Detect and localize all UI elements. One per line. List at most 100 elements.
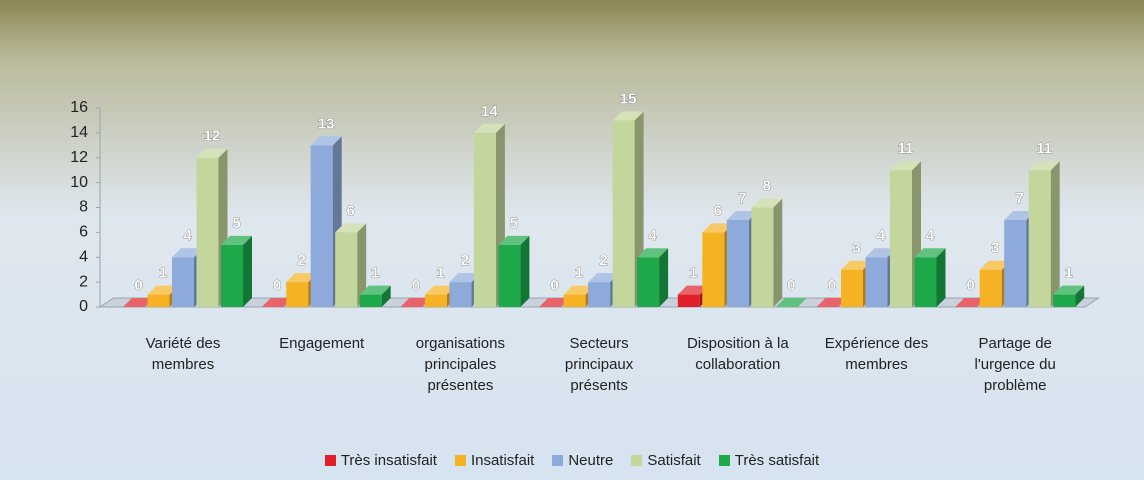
bar — [335, 223, 367, 307]
y-tick-label: 0 — [79, 298, 88, 315]
bar — [1028, 161, 1060, 307]
bar-front — [841, 269, 863, 307]
data-label: 4 — [877, 227, 886, 244]
y-tick-label: 14 — [70, 124, 88, 141]
y-tick-label: 12 — [70, 149, 88, 166]
legend-swatch — [454, 455, 466, 466]
legend-swatch — [552, 455, 564, 466]
data-label: 6 — [347, 202, 355, 219]
legend-item: Satisfait — [631, 452, 701, 469]
data-label: 2 — [461, 252, 469, 269]
x-tick-label: organisations principales présentes — [415, 335, 505, 394]
legend-swatch — [324, 455, 336, 466]
bar — [221, 235, 252, 307]
data-label: 5 — [232, 215, 240, 232]
legend-item: Très satisfait — [718, 452, 820, 469]
x-tick-label: Disposition à la collaboration — [686, 335, 789, 373]
bar-front — [588, 282, 611, 307]
data-label: 1 — [1065, 265, 1073, 282]
bar-top — [914, 248, 946, 258]
y-tick-label: 4 — [79, 248, 88, 265]
bar-top — [816, 298, 848, 307]
bar — [637, 248, 669, 307]
x-tick-label: Expérience des membres — [824, 335, 929, 373]
bar-top — [751, 198, 783, 208]
data-label: 1 — [436, 265, 444, 282]
bar-front — [677, 294, 700, 307]
bar-front — [335, 232, 358, 307]
bar-top — [588, 273, 620, 283]
bar — [196, 148, 228, 307]
legend-item: Très insatisfait — [324, 452, 437, 469]
bar-side — [773, 198, 783, 307]
bar-side — [357, 223, 367, 307]
bar-top — [890, 161, 921, 171]
data-label: 0 — [134, 277, 142, 294]
data-label: 2 — [599, 252, 607, 269]
bar — [914, 248, 946, 307]
bar — [775, 298, 807, 308]
data-label: 4 — [926, 227, 935, 244]
bar-top — [702, 223, 734, 233]
bar-top — [196, 148, 228, 158]
bar-top — [286, 273, 318, 283]
bar-top — [865, 248, 897, 258]
bar — [261, 298, 293, 308]
bar-top — [261, 298, 293, 307]
bar-side — [936, 248, 946, 307]
legend-label: Satisfait — [647, 452, 701, 469]
bar-top — [841, 260, 872, 270]
bar — [123, 298, 154, 308]
data-label: 15 — [620, 90, 637, 107]
legend-swatch — [631, 455, 643, 466]
legend-label: Insatisfait — [470, 452, 535, 469]
bar-top — [677, 285, 709, 295]
bar-front — [702, 232, 725, 307]
bar-top — [1004, 210, 1036, 220]
x-tick-label: Variété des membres — [145, 335, 221, 373]
data-label: 1 — [159, 265, 167, 282]
legend-label: Très satisfait — [734, 452, 820, 469]
bar-side — [520, 235, 530, 307]
legend-item: Insatisfait — [454, 452, 535, 469]
bar-front — [1028, 170, 1051, 307]
y-tick-label: 2 — [79, 273, 88, 290]
bar-front — [751, 207, 774, 307]
bar-top — [979, 260, 1011, 270]
bar-top — [955, 298, 987, 307]
bar-front — [979, 269, 1002, 307]
bar-front — [449, 282, 472, 307]
bar-top — [612, 111, 644, 121]
data-label: 0 — [412, 277, 420, 294]
data-label: 8 — [763, 177, 771, 194]
bar-top — [473, 123, 505, 133]
bar-top — [310, 136, 342, 146]
data-label: 3 — [852, 240, 860, 257]
bar — [751, 198, 783, 307]
bar-top — [1028, 161, 1060, 171]
y-tick-label: 6 — [79, 224, 88, 241]
y-tick-label: 8 — [79, 199, 88, 216]
bar-top — [498, 235, 530, 245]
legend-swatch — [718, 455, 730, 466]
bar-side — [659, 248, 669, 307]
bar-top — [449, 273, 481, 283]
bar — [816, 298, 848, 308]
bar-front — [221, 244, 243, 307]
legend: Très insatisfait Insatisfait Neutre Satisfa… — [0, 452, 1144, 469]
data-label: 7 — [738, 190, 746, 207]
bar-top — [775, 298, 807, 307]
data-label: 0 — [828, 277, 836, 294]
data-label: 1 — [689, 265, 697, 282]
data-label: 0 — [787, 277, 795, 294]
data-label: 7 — [1016, 190, 1024, 207]
data-label: 0 — [550, 277, 558, 294]
data-label: 4 — [183, 227, 192, 244]
bar-top — [726, 210, 758, 220]
bar — [359, 285, 391, 307]
data-label: 11 — [1036, 140, 1052, 157]
data-label: 11 — [898, 140, 914, 157]
bar — [400, 298, 432, 308]
